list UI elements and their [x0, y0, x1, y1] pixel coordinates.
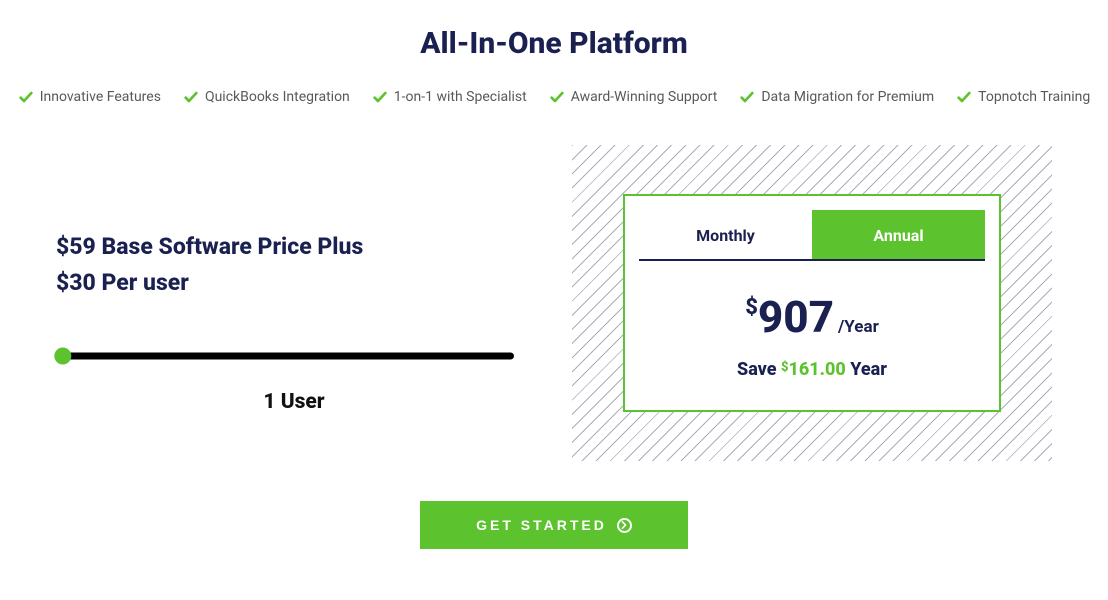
feature-item: Award-Winning Support	[549, 89, 718, 105]
slider-user-label: 1 User	[56, 390, 532, 414]
feature-label: 1-on-1 with Specialist	[394, 89, 527, 105]
feature-label: Award-Winning Support	[571, 89, 718, 105]
arrow-right-circle-icon	[617, 518, 632, 533]
cta-row: GET STARTED	[0, 501, 1108, 549]
main-content: $59 Base Software Price Plus $30 Per use…	[0, 145, 1108, 461]
feature-item: Topnotch Training	[956, 89, 1090, 105]
feature-item: Innovative Features	[18, 89, 161, 105]
feature-label: Data Migration for Premium	[761, 89, 934, 105]
billing-tabs: Monthly Annual	[639, 210, 985, 261]
get-started-button[interactable]: GET STARTED	[420, 501, 688, 549]
feature-label: QuickBooks Integration	[205, 89, 350, 105]
check-icon	[18, 89, 34, 105]
check-icon	[739, 89, 755, 105]
pricing-heading: $59 Base Software Price Plus $30 Per use…	[56, 229, 532, 300]
price-card: Monthly Annual $907/Year Save $161.00 Ye…	[623, 194, 1001, 412]
slider-track	[56, 353, 514, 360]
check-icon	[956, 89, 972, 105]
price-period: /Year	[838, 317, 879, 337]
hatch-background: Monthly Annual $907/Year Save $161.00 Ye…	[572, 145, 1052, 461]
page-title: All-In-One Platform	[0, 26, 1108, 61]
pricing-slider-section: $59 Base Software Price Plus $30 Per use…	[56, 145, 532, 414]
slider-thumb[interactable]	[54, 348, 71, 365]
tab-annual[interactable]: Annual	[812, 210, 985, 259]
price-card-section: Monthly Annual $907/Year Save $161.00 Ye…	[572, 145, 1052, 461]
check-icon	[549, 89, 565, 105]
user-slider[interactable]	[56, 346, 532, 366]
price-currency: $	[745, 295, 758, 320]
price-display: $907/Year	[625, 291, 999, 343]
tab-monthly[interactable]: Monthly	[639, 210, 812, 259]
feature-item: QuickBooks Integration	[183, 89, 350, 105]
features-row: Innovative Features QuickBooks Integrati…	[0, 89, 1108, 105]
save-line: Save $161.00 Year	[625, 359, 999, 380]
save-amount: $161.00	[781, 359, 846, 380]
feature-item: 1-on-1 with Specialist	[372, 89, 527, 105]
pricing-heading-line2: $30 Per user	[56, 265, 532, 301]
check-icon	[183, 89, 199, 105]
cta-label: GET STARTED	[476, 517, 607, 533]
feature-label: Topnotch Training	[978, 89, 1090, 105]
price-amount: 907	[758, 291, 834, 343]
pricing-heading-line1: $59 Base Software Price Plus	[56, 229, 532, 265]
save-prefix: Save	[737, 359, 781, 380]
feature-item: Data Migration for Premium	[739, 89, 934, 105]
check-icon	[372, 89, 388, 105]
feature-label: Innovative Features	[40, 89, 161, 105]
save-suffix: Year	[846, 359, 887, 380]
